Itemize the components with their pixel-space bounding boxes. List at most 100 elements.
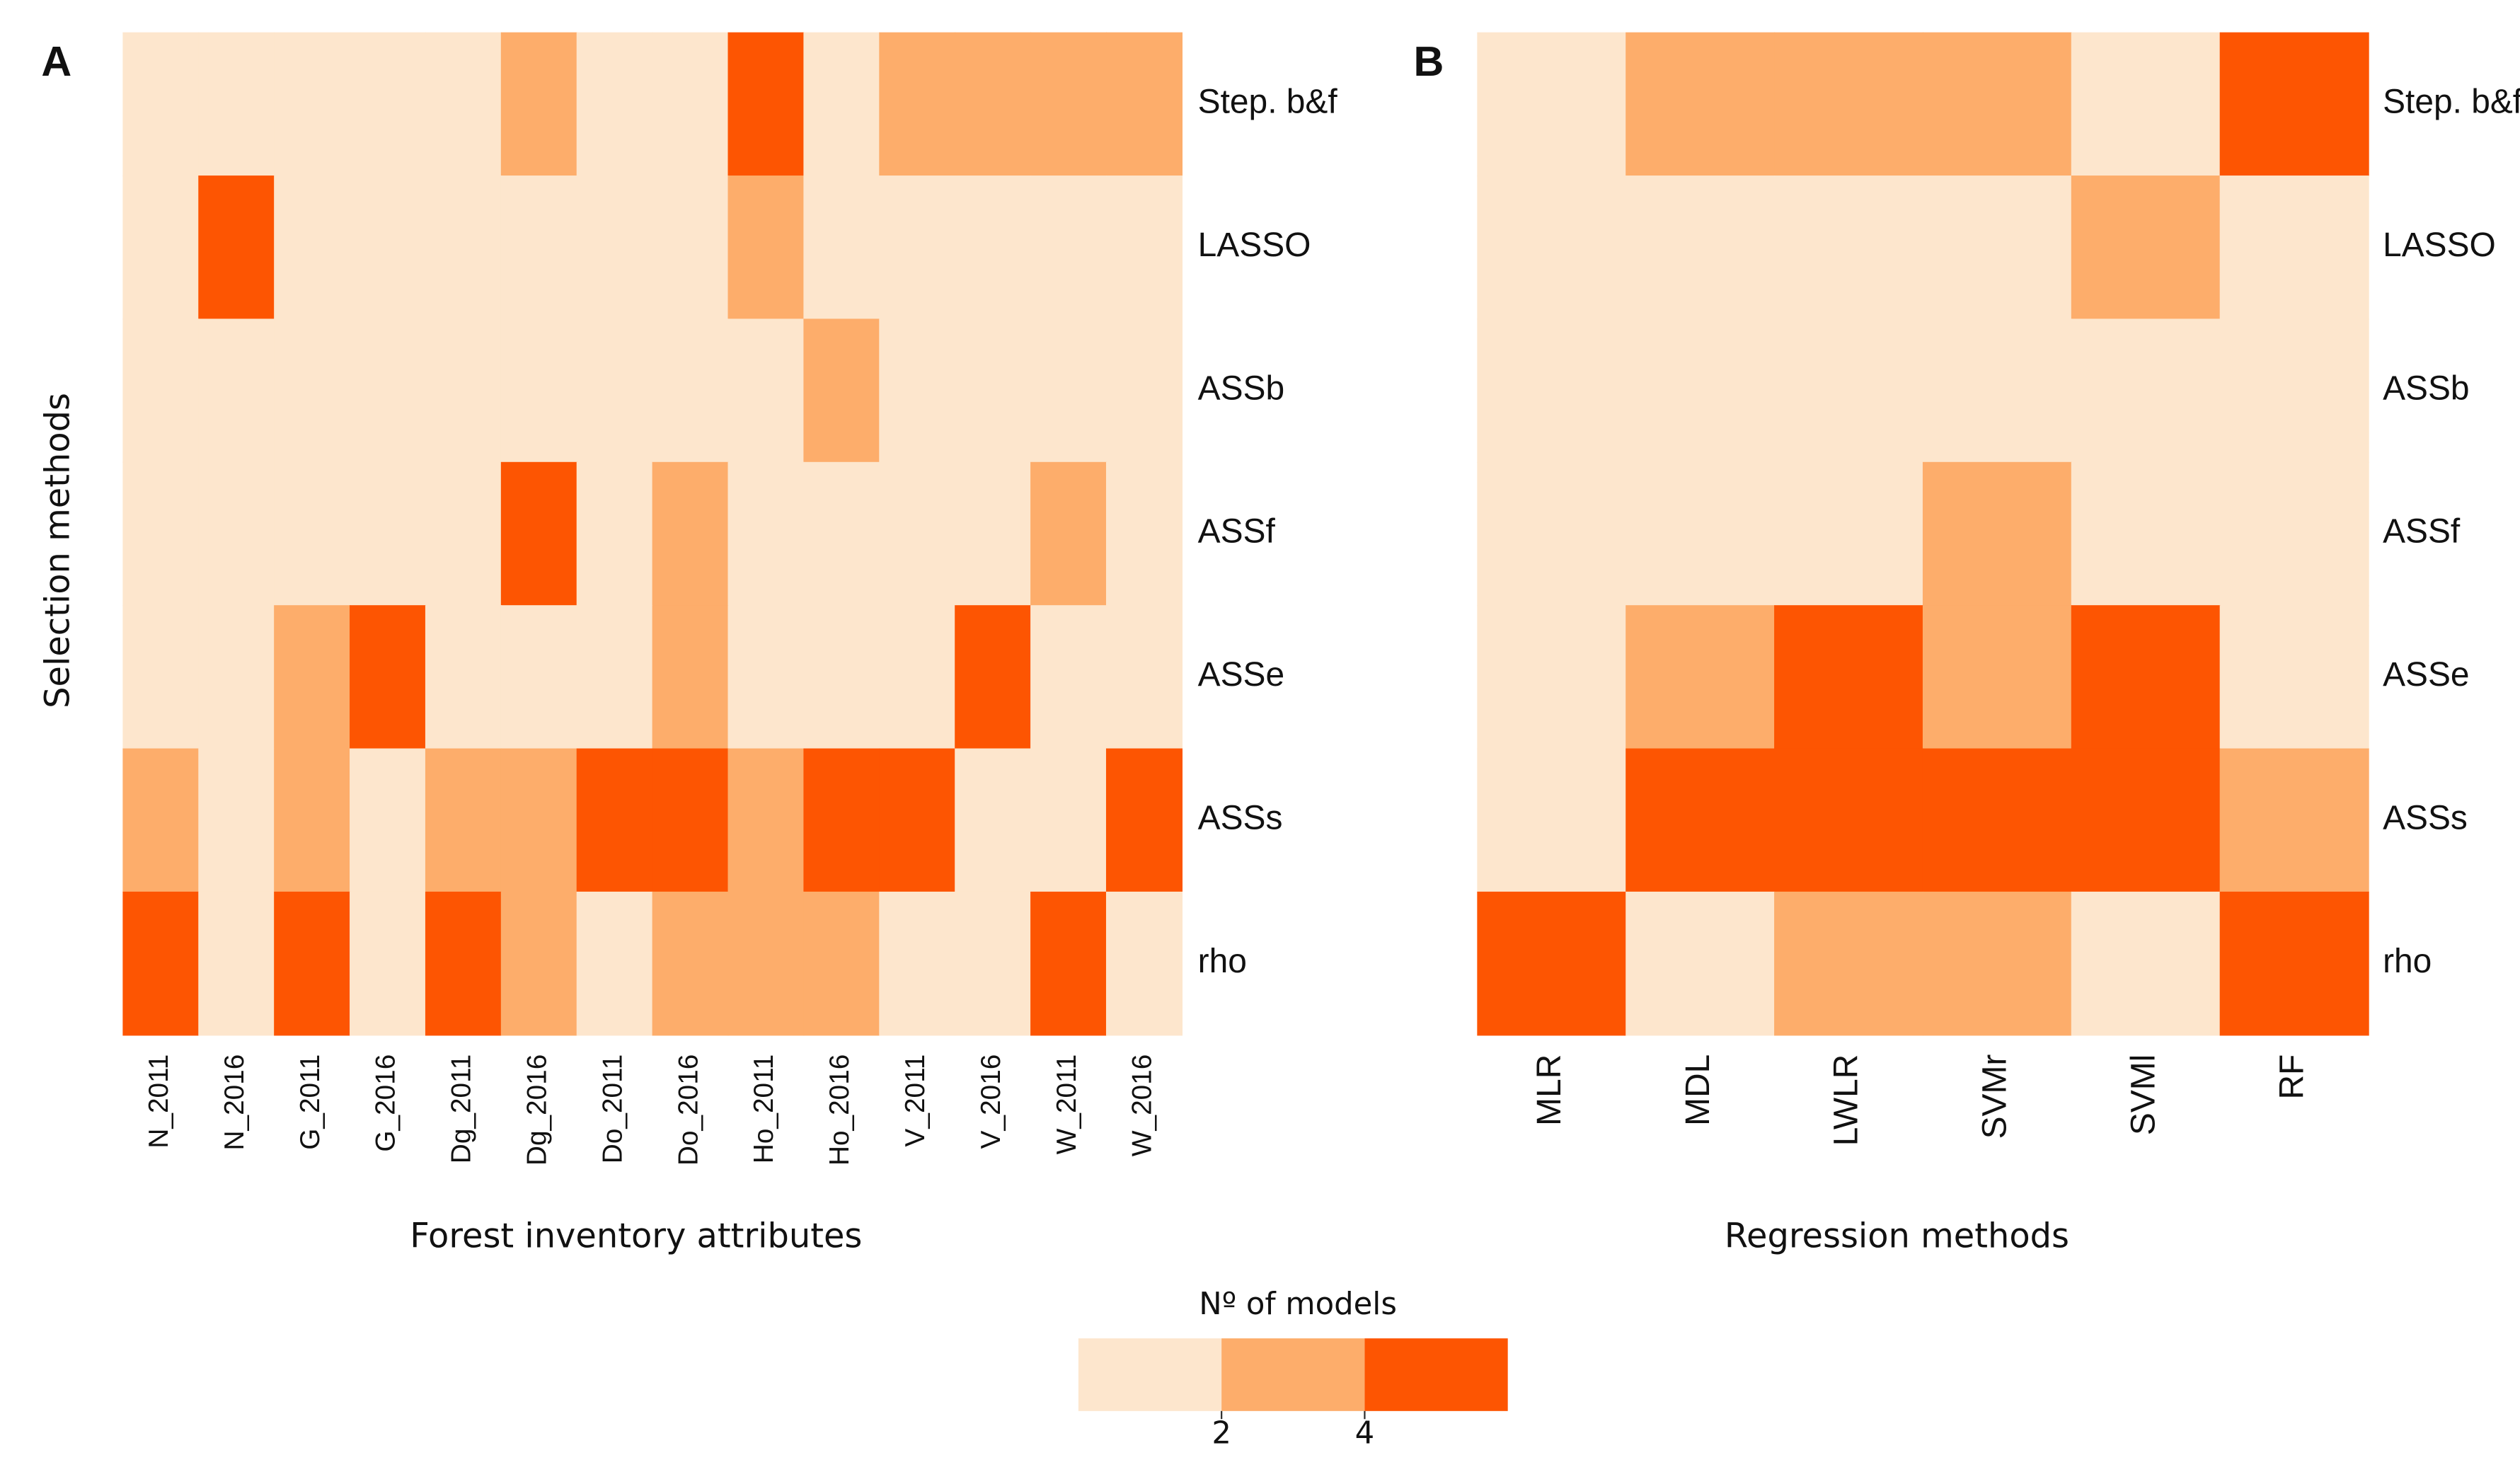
heatmap-cell (652, 748, 729, 893)
heatmap-cell (1105, 748, 1183, 893)
heatmap-cell (652, 461, 729, 606)
legend-swatch (1078, 1338, 1222, 1411)
heatmap-cell (122, 891, 200, 1036)
heatmap-cell (1626, 176, 1776, 320)
column-label: W_2011 (1052, 1054, 1082, 1155)
heatmap-cell (274, 605, 351, 749)
heatmap-cell (1774, 176, 1924, 320)
row-label: ASSf (2383, 513, 2461, 551)
column-label: N_2016 (219, 1054, 250, 1151)
heatmap-cell (803, 32, 880, 177)
column-label: G_2016 (371, 1054, 401, 1152)
x-axis-label: Forest inventory attributes (410, 1217, 862, 1256)
column-label: MDL (1679, 1054, 1717, 1126)
panel-label: A (41, 38, 71, 85)
heatmap-cell (1626, 461, 1776, 606)
heatmap-cell (955, 32, 1032, 177)
heatmap-cell (198, 605, 275, 749)
heatmap-cell (1105, 605, 1183, 749)
heatmap-cell (2071, 461, 2221, 606)
heatmap-cell (274, 318, 351, 463)
row-label: ASSs (1198, 799, 1283, 836)
row-label: LASSO (2383, 226, 2496, 264)
heatmap-cell (727, 318, 805, 463)
column-label: Do_2011 (597, 1054, 628, 1163)
heatmap-cell (122, 176, 200, 320)
column-label: MLR (1531, 1054, 1568, 1126)
heatmap-cell (727, 605, 805, 749)
legend-tick-label: 4 (1355, 1416, 1375, 1451)
heatmap-cell (652, 891, 729, 1036)
heatmap-cell (652, 32, 729, 177)
heatmap-cell (350, 605, 427, 749)
heatmap-cell (576, 461, 653, 606)
heatmap-cell (1774, 891, 1924, 1036)
column-label: Dg_2011 (447, 1054, 477, 1163)
heatmap-cell (2219, 461, 2369, 606)
heatmap-cell (1477, 318, 1627, 463)
heatmap-cell (2219, 891, 2369, 1036)
heatmap-cell (727, 461, 805, 606)
heatmap-cell (2071, 318, 2221, 463)
heatmap-cell (274, 461, 351, 606)
heatmap-cell (1105, 32, 1183, 177)
heatmap-cell (122, 318, 200, 463)
heatmap-cell (1922, 891, 2072, 1036)
heatmap-cell (1477, 748, 1627, 893)
column-label: G_2011 (295, 1054, 326, 1150)
heatmap-cell (879, 461, 956, 606)
heatmap-cell (1105, 461, 1183, 606)
heatmap-cell (350, 891, 427, 1036)
heatmap-cell (1477, 891, 1627, 1036)
legend-swatch (1221, 1338, 1365, 1411)
column-label: Do_2016 (673, 1054, 703, 1166)
heatmap-cell (879, 32, 956, 177)
heatmap-cell (803, 891, 880, 1036)
heatmap-cell (1774, 748, 1924, 893)
heatmap-cell (425, 605, 502, 749)
heatmap-cell (1477, 32, 1627, 177)
heatmap-cell (803, 605, 880, 749)
column-label: V_2016 (976, 1054, 1006, 1149)
heatmap-cell (500, 318, 577, 463)
heatmap-cell (350, 748, 427, 893)
column-label: V_2011 (900, 1054, 931, 1147)
heatmap-cell (1922, 318, 2072, 463)
heatmap-cell (576, 748, 653, 893)
heatmap-cell (1922, 748, 2072, 893)
heatmap-cell (803, 318, 880, 463)
heatmap-cell (803, 461, 880, 606)
heatmap-cell (1105, 891, 1183, 1036)
heatmap-cell (1105, 176, 1183, 320)
heatmap-cell (274, 748, 351, 893)
heatmap-cell (1030, 461, 1107, 606)
heatmap-cell (576, 891, 653, 1036)
row-label: Step. b&f (2383, 84, 2520, 121)
panel-label: B (1413, 38, 1444, 85)
heatmap-cell (2219, 318, 2369, 463)
heatmap-cell (122, 461, 200, 606)
heatmap-cell (652, 605, 729, 749)
heatmap-cell (425, 318, 502, 463)
heatmap-cell (198, 176, 275, 320)
y-axis-label: Selection methods (38, 393, 77, 708)
heatmap-cell (1477, 176, 1627, 320)
heatmap-cell (1774, 32, 1924, 177)
heatmap-cell (500, 748, 577, 893)
heatmap-cell (1030, 748, 1107, 893)
heatmap-cell (425, 32, 502, 177)
column-label: SVMr (1977, 1054, 2014, 1139)
heatmap-cell (198, 461, 275, 606)
heatmap-cell (2219, 176, 2369, 320)
legend-tick-label: 2 (1212, 1416, 1231, 1451)
heatmap-cell (803, 748, 880, 893)
heatmap-cell (955, 748, 1032, 893)
heatmap-cell (198, 318, 275, 463)
heatmap-cell (955, 605, 1032, 749)
heatmap-cell (500, 605, 577, 749)
heatmap-cell (1030, 176, 1107, 320)
column-label: SVMl (2124, 1054, 2162, 1135)
row-label: ASSb (1198, 369, 1284, 407)
heatmap-cell (2219, 32, 2369, 177)
